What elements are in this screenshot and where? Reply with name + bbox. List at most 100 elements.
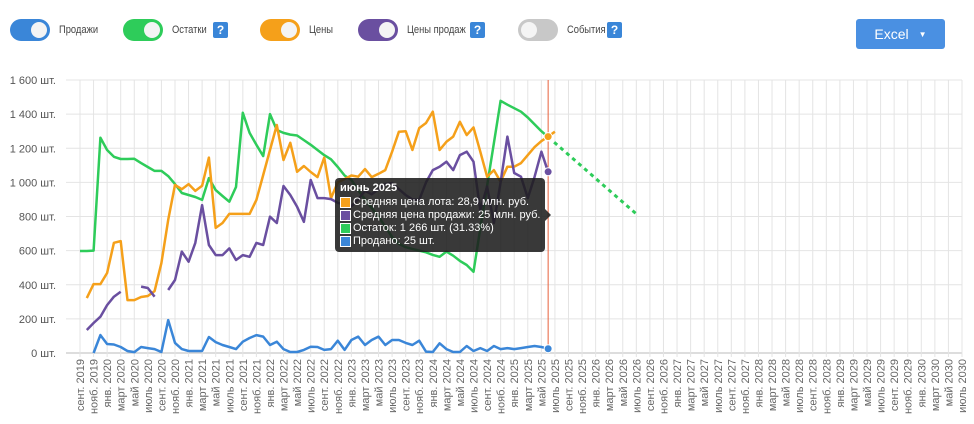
toggle-sale-prices[interactable]: Цены продаж (358, 19, 476, 41)
x-tick-label: март 2024 (441, 359, 453, 411)
y-tick-label: 400 шт. (19, 280, 56, 292)
y-tick-label: 1 600 шт. (10, 75, 56, 87)
toggle-label: Цены (309, 24, 334, 36)
toggle-label: События (567, 24, 606, 36)
x-tick-label: март 2023 (360, 359, 372, 411)
x-tick-label: янв. 2020 (102, 359, 114, 407)
toggle-label: Цены продаж (407, 24, 466, 36)
x-tick-label: май 2030 (943, 359, 955, 406)
series-point-marker (543, 167, 553, 177)
x-tick-label: янв. 2025 (509, 359, 521, 407)
x-tick-label: янв. 2024 (428, 359, 440, 407)
x-tick-label: май 2028 (781, 359, 793, 406)
y-tick-label: 0 шт. (31, 348, 56, 360)
toolbar: Продажи Остатки ? Цены Цены продаж ? Соб… (0, 0, 974, 60)
series-point-marker (543, 344, 553, 354)
y-tick-label: 1 200 шт. (10, 143, 56, 155)
x-tick-label: нояб. 2028 (821, 359, 833, 414)
switch[interactable] (358, 19, 398, 41)
help-icon[interactable]: ? (607, 22, 622, 38)
x-tick-label: март 2029 (848, 359, 860, 411)
x-tick-label: июль 2030 (957, 359, 969, 413)
x-tick-label: сент. 2020 (156, 359, 168, 411)
series-line-Цены (85, 110, 556, 302)
x-tick-label: янв. 2030 (916, 359, 928, 407)
switch[interactable] (518, 19, 558, 41)
x-tick-label: март 2028 (767, 359, 779, 411)
y-tick-label: 1 400 шт. (10, 109, 56, 121)
x-tick-label: нояб. 2025 (577, 359, 589, 414)
x-tick-label: май 2021 (211, 359, 223, 406)
toggle-stock[interactable]: Остатки (123, 19, 213, 41)
x-tick-label: нояб. 2022 (333, 359, 345, 414)
tooltip-text: Продано: 25 шт. (353, 235, 435, 247)
x-tick-label: март 2021 (197, 359, 209, 411)
toggle-label: Остатки (172, 24, 207, 36)
caret-down-icon: ▼ (918, 29, 927, 39)
x-tick-label: янв. 2026 (591, 359, 603, 407)
excel-label: Excel (874, 26, 909, 42)
x-tick-label: май 2022 (292, 359, 304, 406)
x-tick-label: нояб. 2027 (740, 359, 752, 414)
series-line-Продажи (92, 318, 549, 354)
x-tick-label: сент. 2023 (401, 359, 413, 411)
x-tick-label: май 2026 (618, 359, 630, 406)
x-tick-label: июль 2029 (876, 359, 888, 413)
x-tick-label: нояб. 2021 (251, 359, 263, 414)
help-icon[interactable]: ? (213, 22, 228, 38)
x-tick-label: янв. 2027 (672, 359, 684, 407)
x-tick-label: сент. 2022 (319, 359, 331, 411)
x-tick-label: май 2024 (455, 359, 467, 406)
legend-swatch (340, 197, 351, 208)
tooltip-text: Средняя цена продажи: 25 млн. руб. (353, 209, 541, 221)
x-tick-label: янв. 2021 (184, 359, 196, 407)
x-tick-label: июль 2024 (469, 359, 481, 413)
x-tick-label: май 2025 (536, 359, 548, 406)
y-tick-label: 800 шт. (19, 212, 56, 224)
x-tick-label: июль 2023 (387, 359, 399, 413)
x-tick-label: июль 2025 (550, 359, 562, 413)
help-icon[interactable]: ? (470, 22, 485, 38)
tooltip-text: Остаток: 1 266 шт. (31.33%) (353, 222, 494, 234)
tooltip-row: Средняя цена лота: 28,9 млн. руб. (340, 196, 540, 209)
excel-export-button[interactable]: Excel ▼ (856, 19, 945, 49)
switch[interactable] (10, 19, 50, 41)
x-tick-label: май 2027 (699, 359, 711, 406)
x-tick-label: нояб. 2024 (496, 359, 508, 414)
x-tick-label: янв. 2022 (265, 359, 277, 407)
x-tick-label: сент. 2026 (645, 359, 657, 411)
legend-swatch (340, 236, 351, 247)
x-tick-label: март 2027 (686, 359, 698, 411)
tooltip-row: Остаток: 1 266 шт. (31.33%) (340, 222, 540, 235)
tooltip-title: июнь 2025 (340, 182, 398, 194)
x-tick-label: нояб. 2029 (903, 359, 915, 414)
x-tick-label: янв. 2029 (835, 359, 847, 407)
x-tick-label: сент. 2028 (808, 359, 820, 411)
x-tick-label: сент. 2024 (482, 359, 494, 411)
x-tick-label: сент. 2019 (75, 359, 87, 411)
series-line-Остатки (80, 99, 549, 274)
switch[interactable] (123, 19, 163, 41)
legend-swatch (340, 210, 351, 221)
y-tick-label: 600 шт. (19, 246, 56, 258)
toggle-sales[interactable]: Продажи (10, 19, 105, 41)
forecast-line (547, 135, 638, 216)
x-tick-label: янв. 2028 (753, 359, 765, 407)
x-tick-label: сент. 2029 (889, 359, 901, 411)
tooltip-row: Средняя цена продажи: 25 млн. руб. (340, 209, 540, 222)
x-tick-label: май 2020 (129, 359, 141, 406)
x-tick-label: июль 2020 (143, 359, 155, 413)
x-tick-label: июль 2022 (306, 359, 318, 413)
y-tick-label: 1 000 шт. (10, 177, 56, 189)
x-tick-label: нояб. 2020 (170, 359, 182, 414)
tooltip-row: Продано: 25 шт. (340, 235, 540, 248)
toggle-prices[interactable]: Цены (260, 19, 337, 41)
legend-swatch (340, 223, 351, 234)
toggle-events[interactable]: События (518, 19, 612, 41)
x-tick-label: сент. 2021 (238, 359, 250, 411)
switch[interactable] (260, 19, 300, 41)
chart-tooltip: июнь 2025 Средняя цена лота: 28,9 млн. р… (335, 178, 551, 252)
x-tick-label: июль 2026 (631, 359, 643, 413)
x-tick-label: март 2026 (604, 359, 616, 411)
x-tick-label: нояб. 2019 (89, 359, 101, 414)
